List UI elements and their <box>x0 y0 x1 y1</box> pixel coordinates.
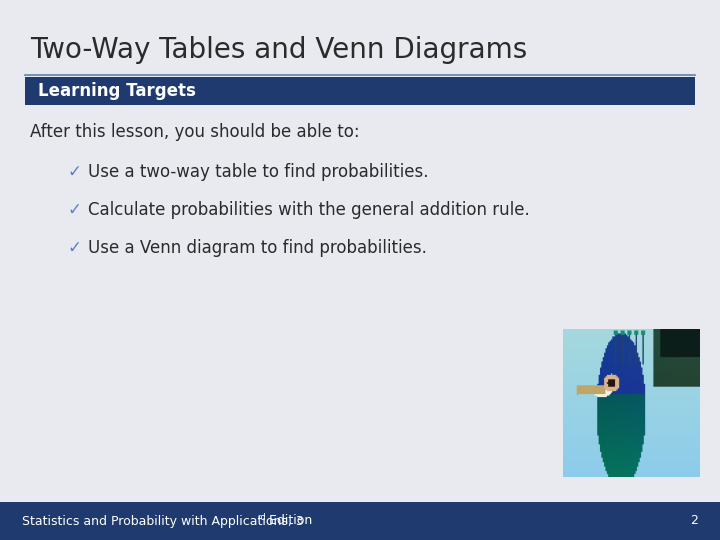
Text: ✓: ✓ <box>68 239 82 257</box>
Bar <box>25 77 695 105</box>
Text: ✓: ✓ <box>68 163 82 181</box>
Text: ✓: ✓ <box>68 201 82 219</box>
Bar <box>0 502 720 540</box>
Text: Statistics and Probability with Applications, 3: Statistics and Probability with Applicat… <box>22 515 304 528</box>
Text: Edition: Edition <box>265 515 312 528</box>
Text: 2: 2 <box>690 515 698 528</box>
Text: Learning Targets: Learning Targets <box>38 82 196 100</box>
Text: After this lesson, you should be able to:: After this lesson, you should be able to… <box>30 123 359 141</box>
Text: Use a two-way table to find probabilities.: Use a two-way table to find probabilitie… <box>88 163 428 181</box>
Text: Calculate probabilities with the general addition rule.: Calculate probabilities with the general… <box>88 201 530 219</box>
Text: Two-Way Tables and Venn Diagrams: Two-Way Tables and Venn Diagrams <box>30 36 527 64</box>
Text: rd: rd <box>257 512 266 522</box>
Text: Use a Venn diagram to find probabilities.: Use a Venn diagram to find probabilities… <box>88 239 427 257</box>
